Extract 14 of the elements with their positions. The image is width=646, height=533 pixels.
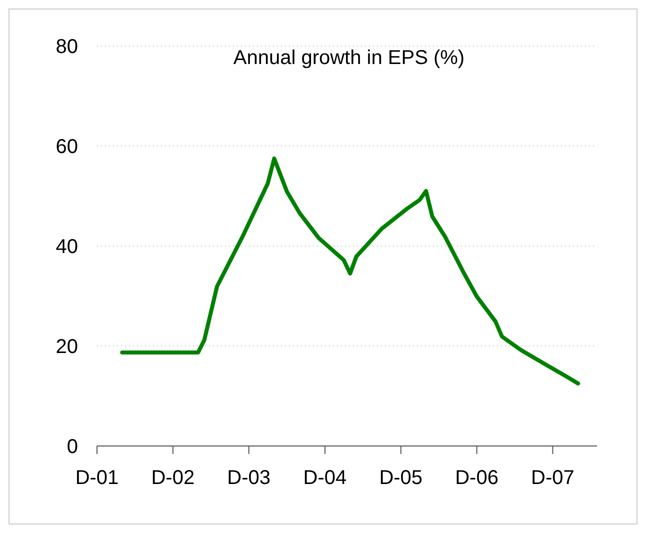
x-tick-label: D-07 (531, 467, 574, 489)
x-tick-label: D-02 (151, 467, 195, 489)
x-tick-label: D-03 (227, 467, 271, 489)
y-tick-label: 20 (56, 336, 78, 358)
x-tick-label: D-05 (379, 467, 423, 489)
x-tick-label: D-01 (75, 467, 119, 489)
y-tick-label: 0 (66, 436, 78, 458)
x-tick-label: D-04 (303, 467, 347, 489)
y-tick-label: 40 (56, 236, 78, 258)
line-series (120, 156, 580, 386)
y-tick-label: 60 (56, 136, 78, 158)
x-tick-label: D-06 (455, 467, 498, 489)
y-tick-label: 80 (56, 36, 78, 58)
chart-title: Annual growth in EPS (%) (233, 47, 465, 69)
